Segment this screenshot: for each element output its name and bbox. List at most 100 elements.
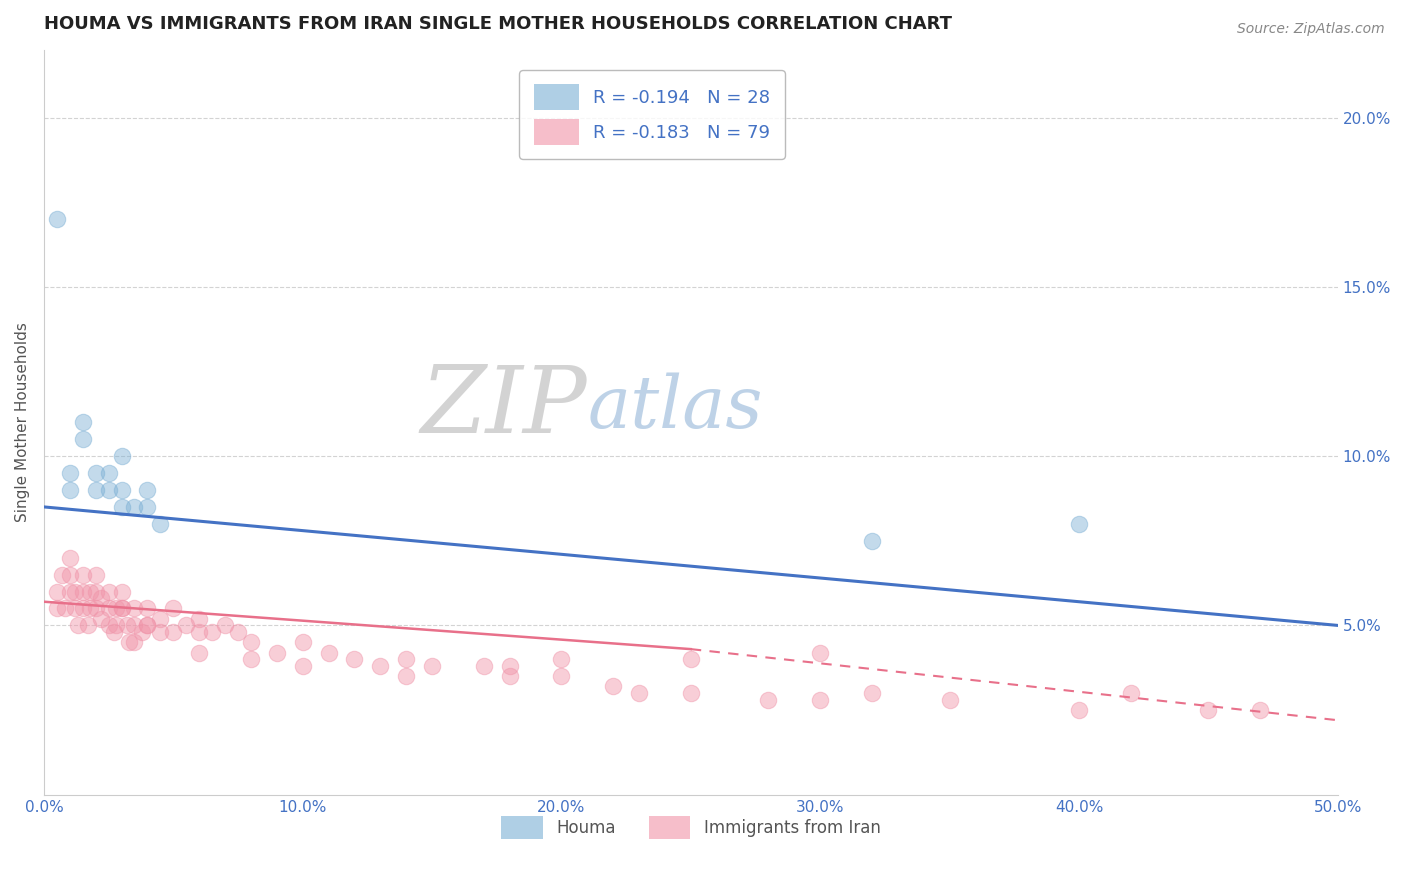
Point xyxy=(136,601,159,615)
Point xyxy=(97,584,120,599)
Point xyxy=(63,601,86,615)
Point xyxy=(239,635,262,649)
Point xyxy=(395,669,418,683)
Point xyxy=(124,601,146,615)
Point xyxy=(214,618,236,632)
Point xyxy=(368,659,391,673)
Point xyxy=(77,618,100,632)
Point xyxy=(45,584,67,599)
Point xyxy=(1119,686,1142,700)
Point xyxy=(201,625,224,640)
Point xyxy=(105,618,128,632)
Point xyxy=(1067,703,1090,717)
Point xyxy=(84,483,107,497)
Point xyxy=(291,659,314,673)
Point xyxy=(420,659,443,673)
Point xyxy=(110,483,132,497)
Point xyxy=(550,652,572,666)
Point xyxy=(162,601,184,615)
Point xyxy=(105,601,128,615)
Point xyxy=(679,652,702,666)
Point xyxy=(266,646,288,660)
Point xyxy=(59,483,82,497)
Point xyxy=(118,635,141,649)
Point xyxy=(149,625,172,640)
Point xyxy=(59,584,82,599)
Text: ZIP: ZIP xyxy=(420,362,588,452)
Point xyxy=(84,567,107,582)
Point xyxy=(90,591,112,606)
Point xyxy=(84,584,107,599)
Point xyxy=(97,618,120,632)
Point xyxy=(72,415,94,429)
Point xyxy=(103,625,125,640)
Point xyxy=(938,693,960,707)
Point xyxy=(59,550,82,565)
Point xyxy=(63,584,86,599)
Point xyxy=(499,669,522,683)
Point xyxy=(90,612,112,626)
Point xyxy=(97,601,120,615)
Point xyxy=(110,601,132,615)
Point xyxy=(149,516,172,531)
Legend: Houma, Immigrants from Iran: Houma, Immigrants from Iran xyxy=(495,809,887,846)
Point xyxy=(110,584,132,599)
Point xyxy=(72,567,94,582)
Point xyxy=(472,659,495,673)
Point xyxy=(808,646,831,660)
Point xyxy=(860,686,883,700)
Point xyxy=(395,652,418,666)
Point xyxy=(162,625,184,640)
Point xyxy=(499,659,522,673)
Point xyxy=(808,693,831,707)
Text: HOUMA VS IMMIGRANTS FROM IRAN SINGLE MOTHER HOUSEHOLDS CORRELATION CHART: HOUMA VS IMMIGRANTS FROM IRAN SINGLE MOT… xyxy=(44,15,952,33)
Point xyxy=(136,618,159,632)
Point xyxy=(136,483,159,497)
Point xyxy=(602,679,624,693)
Point xyxy=(758,693,780,707)
Text: atlas: atlas xyxy=(588,372,763,442)
Point xyxy=(72,432,94,446)
Point xyxy=(110,500,132,514)
Point xyxy=(124,635,146,649)
Point xyxy=(860,533,883,548)
Point xyxy=(188,625,211,640)
Point xyxy=(188,612,211,626)
Point xyxy=(318,646,340,660)
Point xyxy=(51,567,73,582)
Point xyxy=(110,449,132,463)
Point xyxy=(679,686,702,700)
Point xyxy=(131,625,153,640)
Point xyxy=(124,618,146,632)
Point xyxy=(72,584,94,599)
Point xyxy=(84,466,107,480)
Point xyxy=(115,618,138,632)
Point xyxy=(53,601,76,615)
Point xyxy=(66,618,89,632)
Point xyxy=(1249,703,1271,717)
Text: Source: ZipAtlas.com: Source: ZipAtlas.com xyxy=(1237,22,1385,37)
Point xyxy=(79,584,101,599)
Point xyxy=(84,601,107,615)
Point xyxy=(628,686,651,700)
Point xyxy=(291,635,314,649)
Point xyxy=(59,466,82,480)
Y-axis label: Single Mother Households: Single Mother Households xyxy=(15,322,30,522)
Point xyxy=(174,618,197,632)
Point xyxy=(239,652,262,666)
Point xyxy=(45,212,67,227)
Point xyxy=(226,625,249,640)
Point xyxy=(59,567,82,582)
Point xyxy=(343,652,366,666)
Point xyxy=(136,500,159,514)
Point xyxy=(1197,703,1219,717)
Point xyxy=(110,601,132,615)
Point xyxy=(79,601,101,615)
Point xyxy=(45,601,67,615)
Point xyxy=(149,612,172,626)
Point xyxy=(97,483,120,497)
Point xyxy=(72,601,94,615)
Point xyxy=(1067,516,1090,531)
Point xyxy=(188,646,211,660)
Point xyxy=(136,618,159,632)
